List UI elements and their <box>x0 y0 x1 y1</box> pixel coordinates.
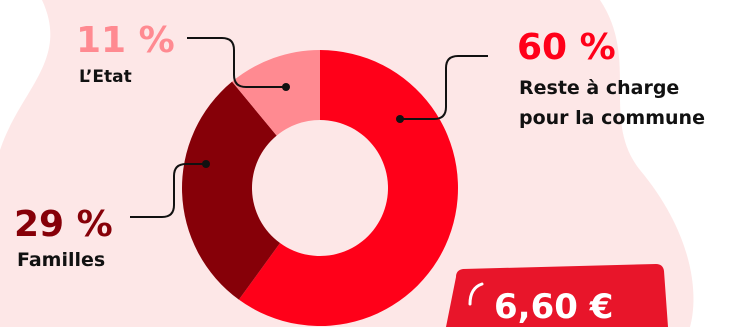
leader-line-familles <box>130 163 206 218</box>
leader-dot-familles <box>202 160 210 168</box>
slice-pct-label-etat: 11 % <box>76 20 175 61</box>
price-badge <box>446 264 668 327</box>
slice-label-commune-line1: Reste à charge <box>519 77 679 99</box>
leader-dot-etat <box>282 83 290 91</box>
slice-pct-label-familles: 29 % <box>14 204 113 245</box>
donut-slice-etat <box>232 50 320 136</box>
leader-line-commune <box>400 55 488 120</box>
slice-label-familles: Familles <box>17 249 105 271</box>
quote-mark-icon <box>468 282 484 306</box>
slice-label-etat: L’Etat <box>79 67 132 87</box>
background-blob <box>0 0 694 327</box>
leader-dot-commune <box>396 115 404 123</box>
leader-line-etat <box>187 37 286 88</box>
slice-pct-label-commune: 60 % <box>517 27 616 68</box>
badge-text: 6,60 € <box>494 287 613 327</box>
slice-label-commune-line2: pour la commune <box>519 107 705 129</box>
donut-slice-familles <box>181 81 281 300</box>
